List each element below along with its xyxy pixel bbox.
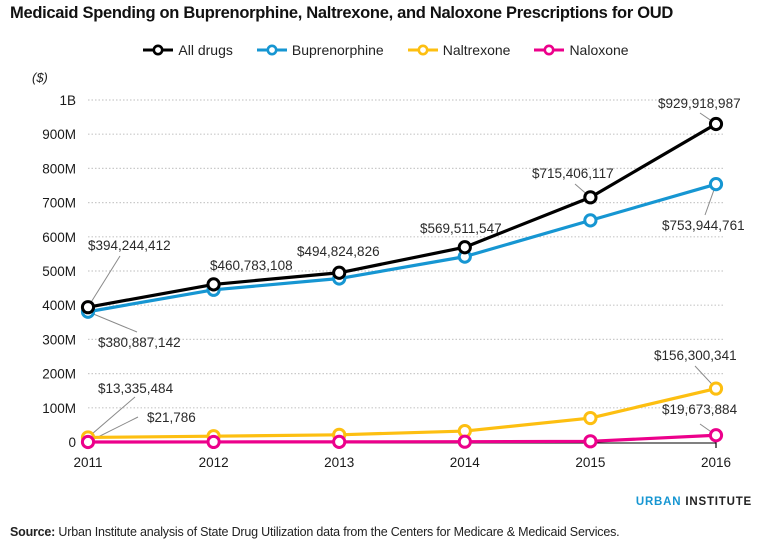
data-label: $13,335,484: [98, 381, 174, 396]
data-point: [457, 240, 472, 255]
legend-marker-icon: [407, 44, 438, 56]
data-label: $460,783,108: [210, 258, 293, 273]
annotation-leaders: [87, 112, 717, 443]
source-note: Source: Urban Institute analysis of Stat…: [10, 525, 620, 539]
series-line-naltrexone: [87, 386, 717, 440]
legend-marker-icon: [534, 44, 565, 56]
legend-label: Naloxone: [569, 42, 629, 58]
series-line-naloxone: [87, 433, 717, 444]
data-label: $394,244,412: [88, 238, 171, 253]
y-tick-label: 500M: [42, 264, 76, 279]
y-tick-label: 700M: [42, 196, 76, 211]
x-tick-label: 2016: [701, 455, 731, 470]
data-point: [583, 410, 598, 426]
brand-part1: URBAN: [635, 496, 682, 508]
data-point: [708, 381, 724, 396]
y-tick-label: 400M: [42, 298, 76, 313]
gridlines: [88, 99, 724, 448]
y-tick-label: 300M: [42, 332, 76, 347]
data-point: [583, 190, 598, 205]
x-tick-label: 2015: [575, 455, 605, 470]
data-label: $929,918,987: [658, 96, 741, 111]
data-point: [708, 428, 724, 443]
legend-item-naltrexone: Naltrexone: [406, 42, 511, 58]
y-tick-label: 200M: [42, 367, 76, 382]
legend: All drugs Buprenorphine Naltrexone Nalox…: [0, 42, 770, 58]
legend-item-all-drugs: All drugs: [141, 42, 233, 58]
x-tick-label: 2014: [450, 455, 481, 470]
annotation-leader-line: [87, 255, 121, 308]
data-label: $753,944,761: [662, 218, 745, 233]
y-axis-unit-label: ($): [32, 70, 48, 85]
legend-item-naloxone: Naloxone: [532, 42, 629, 58]
legend-label: All drugs: [178, 42, 233, 58]
y-tick-label: 800M: [42, 161, 76, 176]
x-tick-label: 2011: [73, 455, 102, 470]
data-label: $494,824,826: [297, 244, 380, 259]
y-tick-label: 100M: [42, 401, 76, 416]
data-point: [332, 434, 347, 449]
annotation-leader-line: [87, 396, 136, 438]
data-label: $19,673,884: [662, 402, 738, 417]
data-labels: $394,244,412 $460,783,108 $494,824,826 $569…: [88, 96, 745, 425]
data-label: $380,887,142: [98, 335, 181, 350]
urban-institute-logo: URBAN INSTITUTE: [636, 496, 752, 508]
data-point: [708, 116, 724, 132]
x-tick-label: 2013: [324, 455, 354, 470]
y-tick-label: 900M: [42, 127, 76, 142]
data-label: $156,300,341: [654, 348, 737, 363]
series-lines: [80, 116, 724, 450]
data-point: [80, 300, 96, 315]
legend-label: Naltrexone: [442, 42, 511, 58]
legend-item-buprenorphine: Buprenorphine: [255, 42, 384, 58]
x-tick-label: 2012: [199, 455, 229, 470]
data-point: [583, 213, 598, 228]
data-label: $21,786: [147, 410, 196, 425]
data-point: [583, 434, 598, 449]
legend-label: Buprenorphine: [291, 42, 384, 58]
data-point: [80, 434, 96, 450]
brand-part2: INSTITUTE: [681, 496, 752, 508]
chart-title: Medicaid Spending on Buprenorphine, Nalt…: [10, 4, 673, 22]
source-text: Urban Institute analysis of State Drug U…: [55, 525, 620, 539]
data-point: [206, 277, 221, 292]
data-label: $569,511,547: [420, 221, 502, 236]
data-point: [708, 177, 724, 192]
y-tick-label: 600M: [42, 230, 76, 245]
data-point: [332, 265, 347, 280]
legend-marker-icon: [256, 44, 287, 56]
y-tick-label: 0: [68, 435, 76, 450]
y-tick-label: 1B: [59, 93, 76, 108]
annotation-leader-line: [87, 311, 138, 333]
data-label: $715,406,117: [532, 166, 614, 181]
data-point: [457, 434, 472, 449]
source-label: Source:: [10, 525, 56, 539]
data-point: [206, 434, 221, 450]
series-line-buprenorphine: [87, 182, 717, 314]
y-axis-ticks: 0 100M 200M 300M 400M 500M 600M 700M 800M 900M 1B: [42, 93, 76, 450]
series-line-all-drugs: [87, 122, 717, 309]
legend-marker-icon: [143, 44, 174, 56]
x-axis-ticks: 2011 2012 2013 2014 2015 2016: [73, 455, 731, 470]
